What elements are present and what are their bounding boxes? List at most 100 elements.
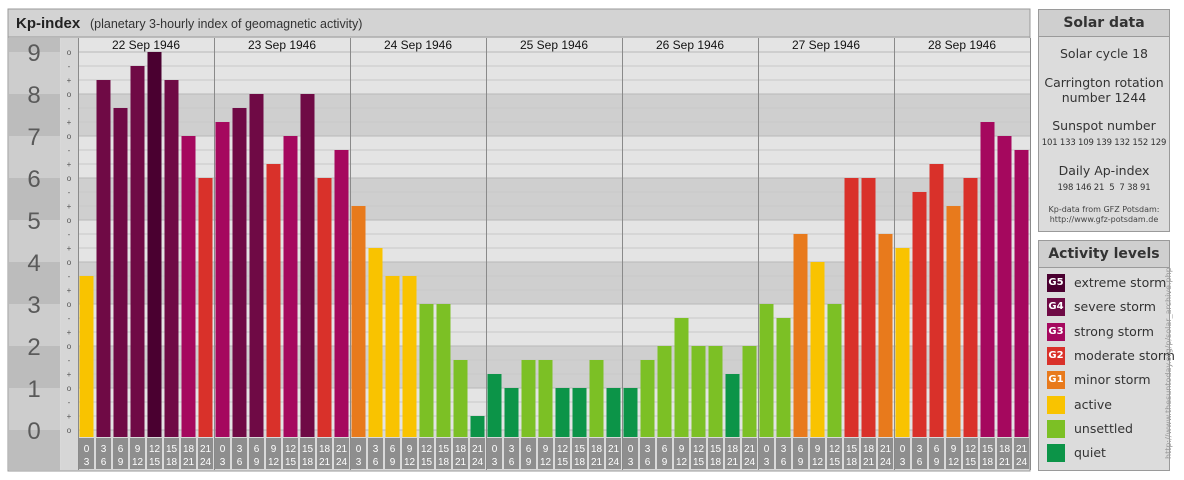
kp-bar	[725, 374, 740, 437]
hour-label-start: 3	[373, 444, 379, 455]
hour-label-box	[436, 438, 451, 469]
hour-label-end: 21	[319, 457, 331, 468]
y-tick-label: 1	[27, 376, 40, 403]
y-axis-band	[9, 346, 60, 388]
hour-label-start: 0	[628, 444, 634, 455]
y-axis-band	[9, 388, 60, 430]
hour-label-box	[878, 438, 893, 469]
hour-label-box	[776, 438, 791, 469]
hour-label-end: 24	[744, 457, 756, 468]
hour-label-end: 24	[472, 457, 484, 468]
y-tick-label: 4	[27, 250, 40, 277]
kp-bar	[147, 52, 162, 437]
hour-label-box	[708, 438, 723, 469]
ap-index-values: 198 146 21 5 7 38 91	[1057, 183, 1151, 193]
hour-label-end: 21	[591, 457, 603, 468]
hour-label-start: 15	[166, 444, 178, 455]
hour-label-end: 18	[982, 457, 994, 468]
hour-label-end: 21	[183, 457, 195, 468]
kp-bar	[419, 304, 434, 437]
fine-tick: -	[68, 398, 71, 407]
fine-tick-column	[61, 38, 78, 470]
y-tick-label: 0	[27, 418, 40, 445]
legend-swatch	[1047, 395, 1065, 414]
hour-label-start: 12	[829, 444, 841, 455]
hour-label-start: 9	[679, 444, 685, 455]
hour-label-end: 3	[628, 457, 634, 468]
gfz-credit-line1: Kp-data from GFZ Potsdam:	[1048, 205, 1160, 214]
kp-bar	[79, 275, 94, 437]
hour-label-box	[164, 438, 179, 469]
fine-tick: o	[67, 258, 72, 267]
day-label: 22 Sep 1946	[112, 38, 180, 52]
kp-bar	[589, 359, 604, 437]
hour-label-box	[572, 438, 587, 469]
kp-bar	[164, 80, 179, 437]
hour-label-start: 15	[710, 444, 722, 455]
sunspot-label: Sunspot number	[1052, 118, 1156, 133]
hour-label-box	[96, 438, 111, 469]
hour-label-start: 9	[407, 444, 413, 455]
hour-label-start: 6	[118, 444, 124, 455]
hour-label-start: 21	[200, 444, 212, 455]
hour-label-end: 24	[608, 457, 620, 468]
y-tick-label: 8	[27, 82, 40, 109]
fine-tick: o	[67, 174, 72, 183]
kp-bar	[912, 191, 927, 437]
hour-label-start: 21	[1016, 444, 1028, 455]
fine-tick: +	[67, 202, 72, 211]
hour-label-end: 12	[948, 457, 960, 468]
hour-label-start: 0	[356, 444, 362, 455]
kp-bar	[640, 359, 655, 437]
hour-label-end: 18	[846, 457, 858, 468]
hour-label-start: 3	[509, 444, 515, 455]
y-axis-band	[9, 94, 60, 136]
hour-label-end: 21	[999, 457, 1011, 468]
hour-label-start: 12	[149, 444, 161, 455]
hour-label-box	[215, 438, 230, 469]
hour-label-start: 0	[900, 444, 906, 455]
hour-label-box	[521, 438, 536, 469]
legend-label: quiet	[1074, 445, 1106, 461]
y-tick-label: 9	[27, 40, 40, 67]
hour-label-end: 6	[645, 457, 651, 468]
kp-bar	[946, 206, 961, 437]
hour-label-start: 18	[455, 444, 467, 455]
day-label: 28 Sep 1946	[928, 38, 996, 52]
legend-label: strong storm	[1074, 323, 1154, 339]
hour-label-end: 21	[863, 457, 875, 468]
chart-subtitle: (planetary 3-hourly index of geomagnetic…	[90, 17, 362, 31]
y-tick-label: 3	[27, 292, 40, 319]
hour-label-end: 3	[84, 457, 90, 468]
hour-label-box	[674, 438, 689, 469]
hour-label-box	[402, 438, 417, 469]
hour-label-end: 3	[356, 457, 362, 468]
fine-tick: -	[68, 62, 71, 71]
fine-tick: o	[67, 216, 72, 225]
y-tick-label: 6	[27, 166, 40, 193]
hour-label-box	[385, 438, 400, 469]
hour-label-start: 15	[982, 444, 994, 455]
activity-levels-title: Activity levels	[1039, 241, 1169, 268]
hour-label-box	[810, 438, 825, 469]
day-label: 24 Sep 1946	[384, 38, 452, 52]
kp-bar	[351, 206, 366, 437]
hour-label-start: 15	[574, 444, 586, 455]
fine-tick: o	[67, 300, 72, 309]
kp-bar	[283, 136, 298, 437]
fine-tick: +	[67, 118, 72, 127]
hour-label-box	[759, 438, 774, 469]
kp-bar	[1014, 149, 1029, 437]
hour-label-start: 15	[438, 444, 450, 455]
legend-label: active	[1074, 396, 1112, 412]
hour-label-end: 24	[336, 457, 348, 468]
kp-bar	[708, 346, 723, 437]
solar-cycle: Solar cycle 18	[1059, 46, 1148, 61]
sunspot-values: 101 133 109 139 132 152 129	[1041, 138, 1167, 148]
y-axis-band	[9, 304, 60, 346]
hour-label-end: 9	[662, 457, 668, 468]
kp-bar	[657, 346, 672, 437]
legend-swatch: G5	[1047, 274, 1065, 292]
hour-label-box	[963, 438, 978, 469]
hour-label-box	[827, 438, 842, 469]
